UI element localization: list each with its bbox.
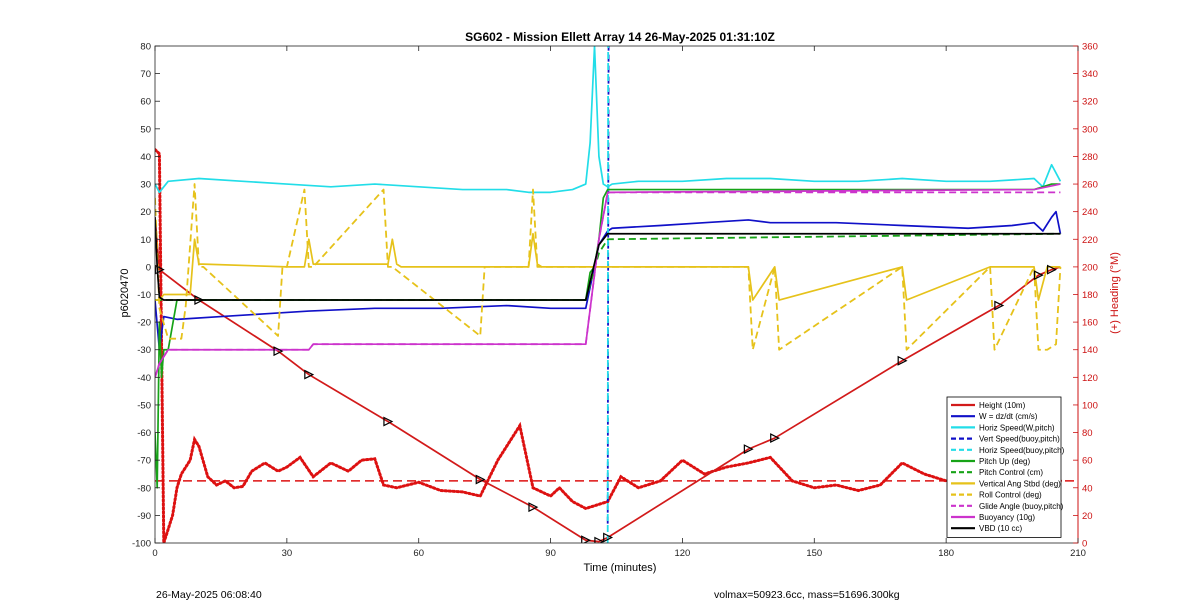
dive-marker: [994, 300, 1005, 311]
legend-entry: Horiz Speed(buoy,pitch): [979, 446, 1065, 455]
y2-tick-label: 180: [1082, 290, 1098, 301]
y-tick-label: -60: [137, 428, 151, 439]
chart-title: SG602 - Mission Ellett Array 14 26-May-2…: [465, 30, 775, 44]
y2-tick-label: 120: [1082, 373, 1098, 384]
series-w-dz-dt-cm-s: [155, 210, 1062, 351]
x-tick-label: 0: [152, 548, 157, 559]
y2-tick-label: 0: [1082, 539, 1087, 550]
dive-marker: [273, 346, 284, 357]
dive-marker: [743, 444, 754, 455]
y2-tick-label: 300: [1082, 124, 1098, 135]
y2-tick-label: 100: [1082, 400, 1098, 411]
legend: Height (10m) W = dz/dt (cm/s) Horiz Speed(…: [946, 396, 1065, 538]
y2-tick-label: 200: [1082, 262, 1098, 273]
series-pitch-up-deg: [155, 183, 1061, 489]
x-tick-label: 30: [282, 548, 293, 559]
series-heading: [155, 148, 1062, 543]
y2-tick-label: 40: [1082, 483, 1093, 494]
legend-entry: Height (10m): [979, 401, 1026, 410]
dive-marker: [383, 416, 394, 427]
dive-marker: [594, 536, 605, 543]
series-vertical-ang-stbd-deg: [155, 232, 1061, 301]
y-tick-label: -100: [132, 539, 151, 550]
y-tick-label: 30: [140, 180, 151, 191]
dive-marker: [1033, 270, 1044, 281]
legend-entry: Vert Speed(buoy,pitch): [979, 435, 1060, 444]
legend-entry: Buoyancy (10g): [979, 513, 1035, 522]
y-tick-label: 20: [140, 207, 151, 218]
y-tick-label: 70: [140, 69, 151, 80]
x-axis-label: Time (minutes): [584, 562, 657, 574]
footer-timestamp: 26-May-2025 06:08:40: [156, 589, 262, 601]
y-tick-label: 0: [146, 262, 151, 273]
x-tick-label: 150: [806, 548, 822, 559]
legend-entry: W = dz/dt (cm/s): [979, 412, 1038, 421]
x-tick-label: 180: [938, 548, 954, 559]
y-tick-label: 80: [140, 42, 151, 53]
legend-entry: Roll Control (deg): [979, 491, 1042, 500]
y-tick-label: -20: [137, 318, 151, 329]
legend-entry: Pitch Control (cm): [979, 468, 1043, 477]
y2-tick-label: 340: [1082, 69, 1098, 80]
y-tick-label: 40: [140, 152, 151, 163]
y2-tick-label: 240: [1082, 207, 1098, 218]
y-axis-label: p6020470: [119, 269, 131, 318]
dive-marker: [194, 295, 205, 305]
y-tick-label: 50: [140, 124, 151, 135]
series-height-10m: [155, 217, 1061, 543]
y2-tick-label: 260: [1082, 180, 1098, 191]
x-tick-label: 120: [674, 548, 690, 559]
y2-tick-label: 20: [1082, 511, 1093, 522]
dive-marker: [603, 532, 614, 543]
y2-tick-label: 360: [1082, 42, 1098, 53]
dive-marker: [897, 355, 908, 366]
legend-entry: Horiz Speed(W,pitch): [979, 423, 1055, 432]
y-tick-label: 60: [140, 97, 151, 108]
y2-tick-label: 320: [1082, 97, 1098, 108]
y-tick-label: -40: [137, 373, 151, 384]
y2-tick-label: 140: [1082, 345, 1098, 356]
y2-tick-label: 160: [1082, 318, 1098, 329]
y2-tick-label: 280: [1082, 152, 1098, 163]
footer-volmax-mass: volmax=50923.6cc, mass=51696.300kg: [714, 589, 900, 601]
series-buoyancy-10g: [155, 183, 1061, 378]
y-tick-label: 10: [140, 235, 151, 246]
plot-frame: [154, 45, 1079, 544]
dive-marker: [475, 474, 486, 485]
legend-entry: Pitch Up (deg): [979, 457, 1030, 466]
y2-tick-label: 220: [1082, 235, 1098, 246]
dive-marker: [304, 369, 315, 380]
series-horiz-speed-w-pitch: [155, 46, 1062, 194]
dive-marker: [1047, 264, 1057, 275]
dive-marker: [770, 433, 781, 444]
y2-tick-label: 80: [1082, 428, 1093, 439]
y-tick-label: -30: [137, 345, 151, 356]
y2-tick-label: 60: [1082, 456, 1093, 467]
dive-marker: [528, 502, 539, 513]
plot-area: [155, 46, 1078, 543]
y-tick-label: -80: [137, 483, 151, 494]
legend-entry: Vertical Ang Stbd (deg): [979, 479, 1061, 488]
x-tick-label: 210: [1070, 548, 1086, 559]
x-tick-label: 60: [413, 548, 424, 559]
legend-entry: Glide Angle (buoy,pitch): [979, 502, 1064, 511]
y2-axis-label: (+) Heading (°M): [1109, 252, 1121, 334]
y-tick-label: -50: [137, 400, 151, 411]
legend-entry: VBD (10 cc): [979, 524, 1022, 533]
y-tick-label: -90: [137, 511, 151, 522]
legend-box: [946, 396, 1062, 538]
y-tick-label: -10: [137, 290, 151, 301]
y-tick-label: -70: [137, 456, 151, 467]
x-tick-label: 90: [545, 548, 556, 559]
series-roll-control-deg: [155, 183, 1062, 351]
axes: 0 30 60 90 120 150 180 210-100-90-80-70-60-50-4…: [132, 42, 1098, 560]
dive-marker: [581, 535, 592, 543]
